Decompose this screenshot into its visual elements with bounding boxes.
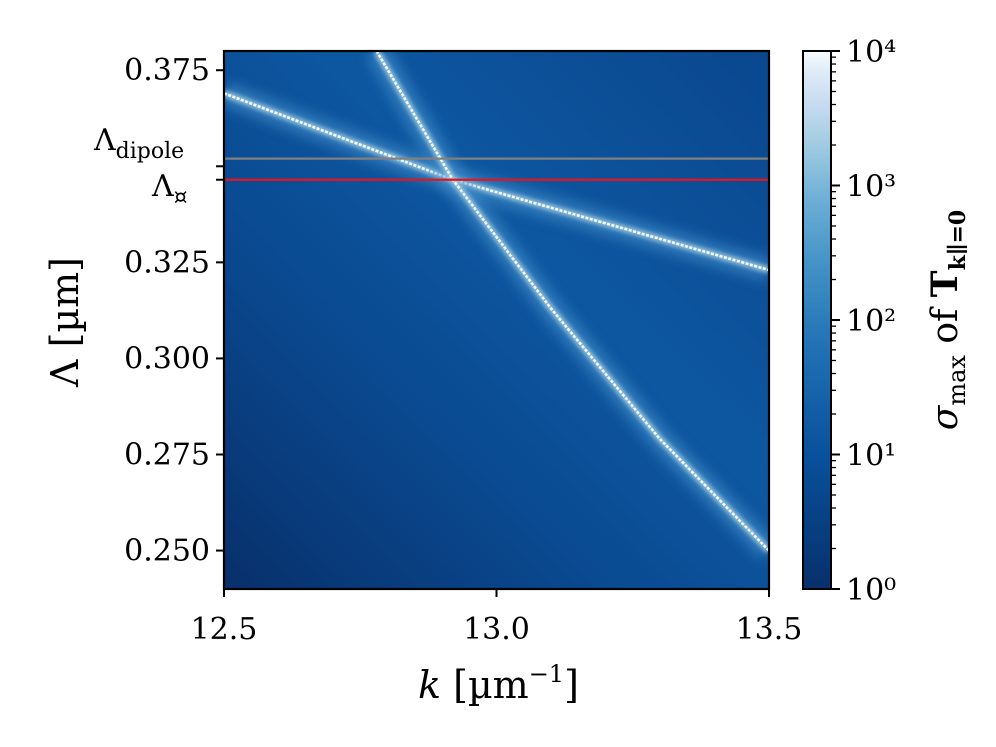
colorbar-tick-label: 10⁰: [846, 573, 896, 608]
x-tick-label: 13.0: [463, 612, 530, 647]
reference-lines: [224, 157, 769, 181]
y-tick-label: 0.250: [124, 534, 210, 569]
colorbar-tick-label: 10¹: [846, 439, 896, 474]
ref-label-dipole: Λdipole: [93, 123, 184, 164]
colorbar-tick-label: 10²: [846, 304, 896, 339]
colorbar-ticks: 10⁰ 10¹ 10² 10³ 10⁴: [831, 35, 896, 608]
x-tick-label: 13.5: [736, 612, 803, 647]
resonance-line-1: [375, 51, 769, 552]
colorbar-gradient: [803, 51, 831, 589]
colorbar: 10⁰ 10¹ 10² 10³ 10⁴: [802, 35, 896, 608]
x-tick-label: 12.5: [191, 612, 258, 647]
x-axis-ticks: 12.5 13.0 13.5: [191, 589, 803, 647]
y-tick-label: 0.325: [124, 245, 210, 280]
heatmap-background: [224, 51, 769, 589]
y-tick-label: 0.375: [124, 53, 210, 88]
colorbar-tick-label: 10³: [846, 170, 896, 205]
colorbar-tick-label: 10⁴: [846, 35, 896, 70]
heatmap-area: [224, 51, 769, 589]
y-axis-title: Λ [µm]: [43, 257, 87, 388]
ref-label-red: Λ¤: [151, 169, 188, 210]
y-tick-label: 0.300: [124, 341, 210, 376]
x-axis-title: k [µm−1]: [418, 660, 579, 707]
colorbar-title: σmax of Tk∥=0: [924, 210, 971, 431]
y-tick-label: 0.275: [124, 438, 210, 473]
y-axis-ticks: 0.250 0.275 0.300 0.325 0.375: [124, 53, 224, 569]
